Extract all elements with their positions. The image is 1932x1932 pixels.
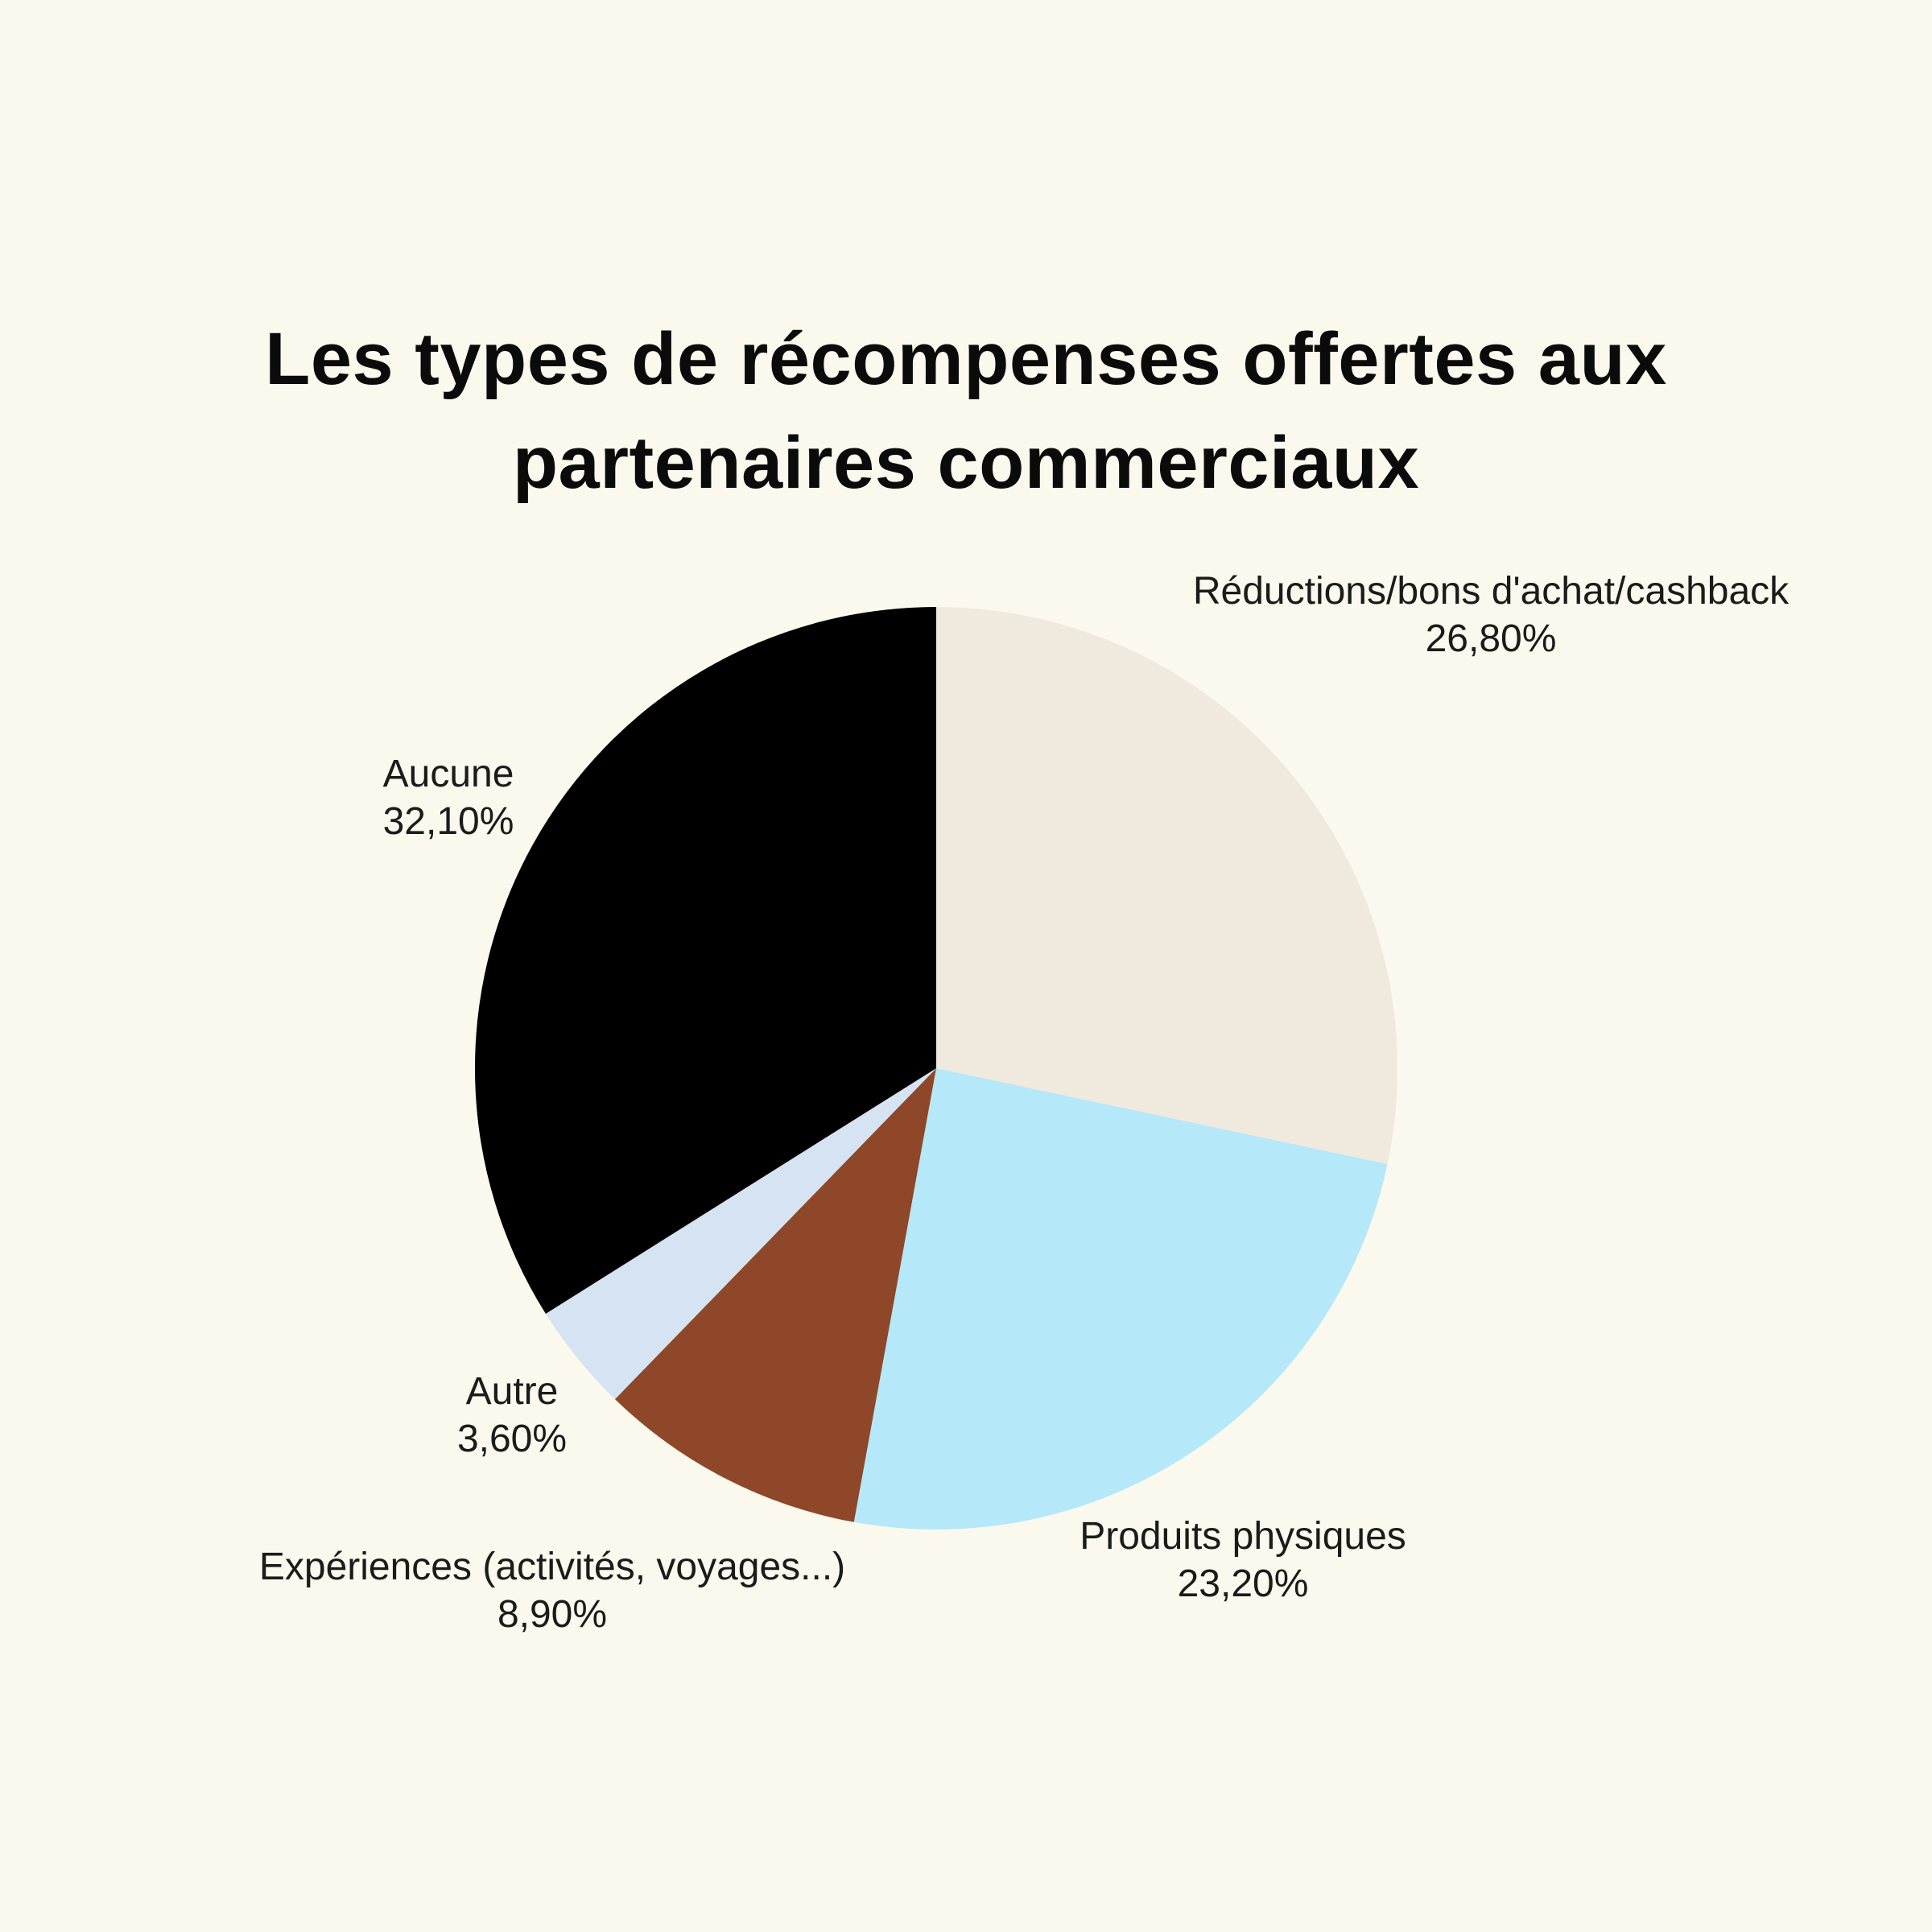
- slice-label-produits-physiques: Produits physiques 23,20%: [1080, 1513, 1406, 1608]
- slice-label-percent: 23,20%: [1177, 1562, 1309, 1605]
- slice-label-reductions: Réductions/bons d'achat/cashback 26,80%: [1193, 568, 1789, 663]
- pie-chart: [475, 607, 1397, 1530]
- slice-label-name: Aucune: [382, 753, 514, 795]
- pie-slice: [475, 607, 936, 1314]
- slice-label-name: Expériences (activités, voyages...): [258, 1546, 846, 1588]
- slice-label-percent: 3,60%: [456, 1417, 568, 1460]
- pie-slice: [936, 607, 1397, 1165]
- slice-label-name: Réductions/bons d'achat/cashback: [1192, 570, 1790, 613]
- slice-label-percent: 32,10%: [382, 799, 514, 843]
- pie-slice: [614, 1068, 936, 1522]
- slice-label-autre: Autre 3,60%: [457, 1368, 567, 1463]
- slice-label-percent: 26,80%: [1425, 617, 1557, 660]
- slice-label-name: Autre: [465, 1370, 559, 1413]
- slice-label-experiences: Expériences (activités, voyages...) 8,90…: [259, 1544, 845, 1638]
- chart-title: Les types de récompenses offertes aux pa…: [265, 318, 1667, 504]
- pie-slice: [853, 1068, 1388, 1530]
- slice-label-percent: 8,90%: [497, 1592, 608, 1636]
- slice-label-name: Produits physiques: [1080, 1515, 1406, 1558]
- pie-slice: [545, 1068, 936, 1400]
- slice-label-aucune: Aucune 32,10%: [383, 751, 514, 845]
